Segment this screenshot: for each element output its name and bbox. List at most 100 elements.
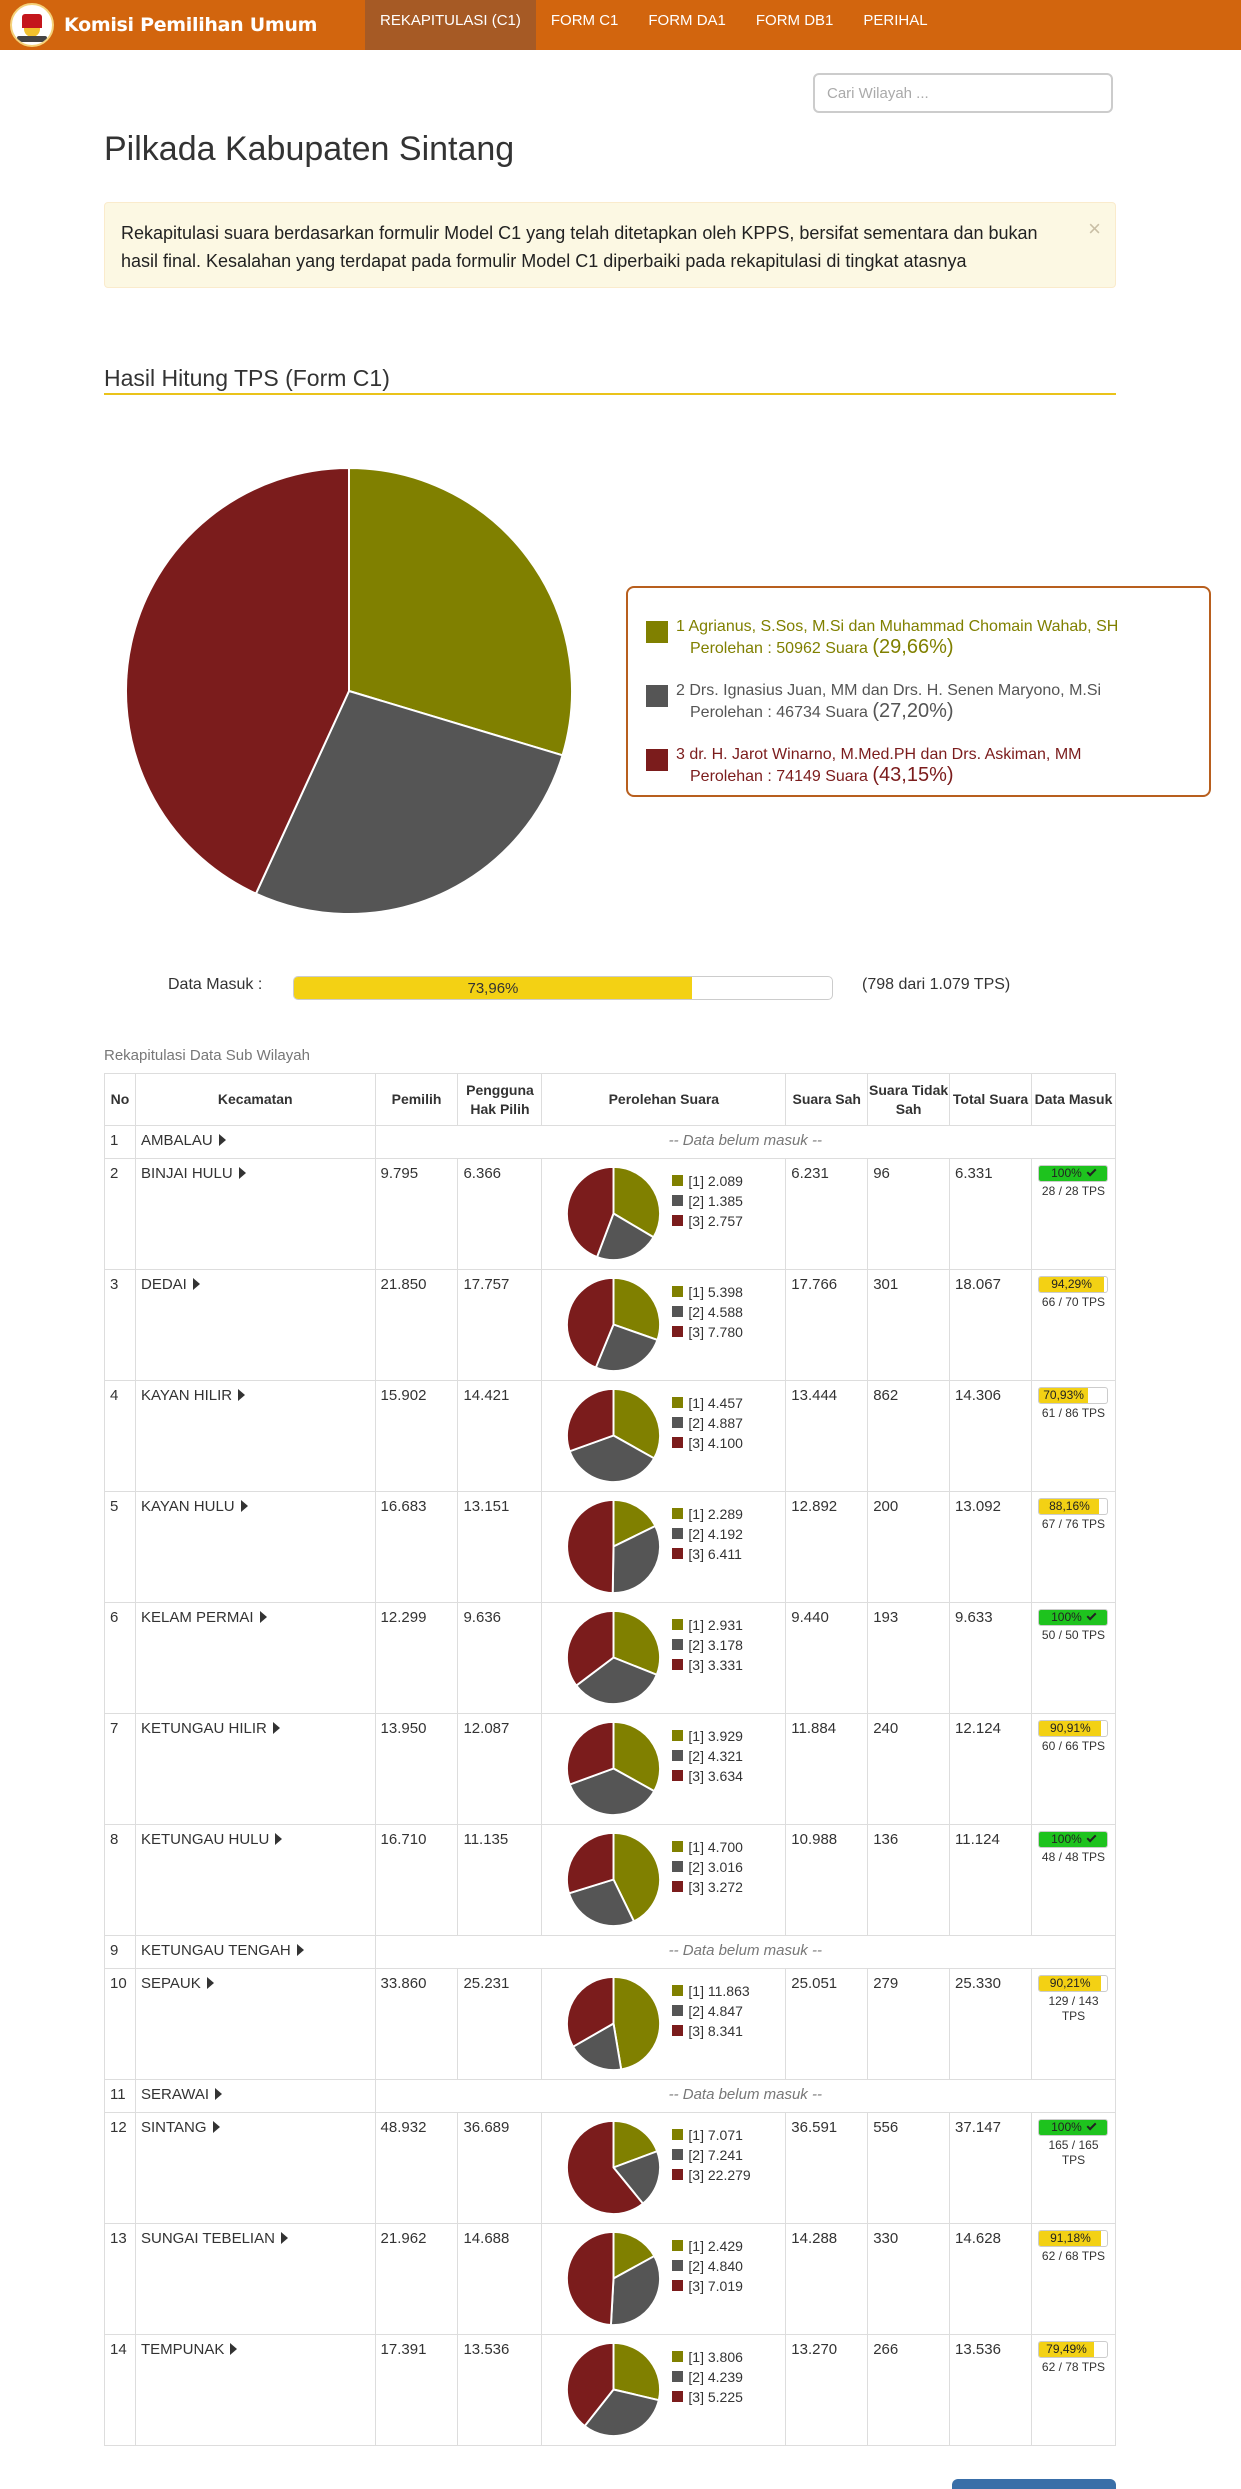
row-number: 14 — [104, 2334, 136, 2446]
table-row: 3 DEDAI 21.850 17.757 [1] 5.398 [2] 4.588 [3] … — [104, 1269, 1117, 1381]
kecamatan-link[interactable]: BINJAI HULU — [140, 1165, 233, 1182]
mini-legend-swatch — [672, 1306, 684, 1317]
mini-legend: [1] 2.429 [2] 4.840 [3] 7.019 — [672, 2236, 743, 2296]
mini-legend-item: [2] 4.239 — [672, 2367, 743, 2387]
kecamatan-link[interactable]: KAYAN HULU — [140, 1498, 235, 1515]
scroll-top-button[interactable] — [952, 2479, 1116, 2489]
perolehan-cell: [1] 3.806 [2] 4.239 [3] 5.225 — [541, 2334, 787, 2446]
kecamatan-link[interactable]: AMBALAU — [140, 1132, 213, 1149]
table-row: 2 BINJAI HULU 9.795 6.366 [1] 2.089 [2] 1.385… — [104, 1158, 1117, 1270]
kecamatan-cell[interactable]: KETUNGAU HULU — [134, 1824, 376, 1936]
row-number: 2 — [104, 1158, 136, 1270]
kecamatan-cell[interactable]: KELAM PERMAI — [134, 1602, 376, 1714]
kecamatan-cell[interactable]: TEMPUNAK — [134, 2334, 376, 2446]
kecamatan-link[interactable]: TEMPUNAK — [140, 2341, 225, 2358]
row-number: 10 — [104, 1968, 136, 2080]
mini-slice-3 — [566, 1609, 615, 1687]
kecamatan-cell[interactable]: KETUNGAU TENGAH — [134, 1935, 376, 1969]
mini-pie-chart — [566, 2341, 662, 2437]
column-header: Pemilih — [374, 1073, 459, 1126]
data-masuk-progress-fill: 73,96% — [294, 977, 692, 999]
kecamatan-link[interactable]: SINTANG — [140, 2119, 207, 2136]
mini-pie-chart — [566, 1609, 662, 1706]
mini-pie-chart — [566, 2119, 662, 2216]
kecamatan-link[interactable]: KETUNGAU TENGAH — [140, 1942, 291, 1959]
kecamatan-cell[interactable]: SERAWAI — [134, 2079, 376, 2113]
nav-item-form-c1[interactable]: FORM C1 — [550, 12, 619, 29]
kecamatan-cell[interactable]: SINTANG — [134, 2112, 376, 2224]
pemilih-cell: 9.795 — [374, 1158, 459, 1270]
nav-item-perihal[interactable]: PERIHAL — [863, 12, 928, 29]
kecamatan-cell[interactable]: BINJAI HULU — [134, 1158, 376, 1270]
candidate-percent: (29,66%) — [872, 636, 954, 658]
mini-legend-swatch — [672, 1730, 684, 1741]
suara-tidak-sah-cell: 240 — [867, 1713, 951, 1825]
mini-legend-swatch — [672, 1417, 684, 1428]
mini-legend-item: [3] 2.757 — [672, 1211, 743, 1231]
mini-legend-swatch — [672, 1619, 684, 1630]
suara-sah-cell: 11.884 — [785, 1713, 869, 1825]
mini-legend-item: [1] 3.929 — [672, 1726, 743, 1746]
mini-slice-2 — [568, 1767, 656, 1817]
mini-legend-value: [3] 7.780 — [688, 1323, 743, 1340]
kecamatan-link[interactable]: SERAWAI — [140, 2086, 210, 2103]
tps-count: 62 / 78 TPS — [1041, 2360, 1106, 2374]
kecamatan-cell[interactable]: SEPAUK — [134, 1968, 376, 2080]
close-icon[interactable]: × — [1088, 216, 1101, 241]
main-nav: REKAPITULASI (C1) FORM C1 FORM DA1 FORM DB1… — [365, 0, 943, 50]
mini-legend-swatch — [672, 1175, 684, 1186]
row-number: 8 — [104, 1824, 136, 1936]
kecamatan-cell[interactable]: AMBALAU — [134, 1125, 376, 1159]
mini-legend: [1] 4.700 [2] 3.016 [3] 3.272 — [672, 1837, 743, 1897]
tps-count: 50 / 50 TPS — [1041, 1628, 1106, 1642]
nav-item-form-da1[interactable]: FORM DA1 — [648, 12, 726, 29]
suara-tidak-sah-cell: 330 — [867, 2223, 951, 2335]
mini-slice-2 — [594, 1323, 660, 1372]
column-header: Pengguna Hak Pilih — [457, 1073, 543, 1126]
row-progress-fill: 90,21% — [1039, 1976, 1101, 1991]
mini-legend-swatch — [672, 1326, 684, 1337]
caret-right-icon — [218, 1134, 226, 1146]
mini-legend-swatch — [672, 1770, 684, 1781]
kecamatan-link[interactable]: SEPAUK — [140, 1975, 201, 1992]
mini-legend-value: [2] 4.887 — [688, 1414, 743, 1431]
mini-legend-swatch — [672, 1286, 684, 1297]
kecamatan-link[interactable]: KAYAN HILIR — [140, 1387, 233, 1404]
mini-legend-swatch — [672, 1841, 684, 1852]
nav-item-rekapitulasi-c1[interactable]: REKAPITULASI (C1) — [365, 0, 536, 50]
check-icon — [1086, 2120, 1097, 2131]
pemilih-cell: 21.962 — [374, 2223, 459, 2335]
brand[interactable]: Komisi Pemilihan Umum — [10, 3, 317, 47]
mini-legend-swatch — [672, 1397, 684, 1408]
tps-count: 60 / 66 TPS — [1041, 1739, 1106, 1753]
data-masuk-cell: 94,29% 66 / 70 TPS — [1030, 1269, 1117, 1381]
column-header: Suara Sah — [785, 1073, 869, 1126]
kecamatan-link[interactable]: KETUNGAU HILIR — [140, 1720, 267, 1737]
total-suara-cell: 11.124 — [949, 1824, 1032, 1936]
mini-slice-2 — [612, 1524, 662, 1595]
nav-item-form-db1[interactable]: FORM DB1 — [755, 12, 834, 29]
kecamatan-cell[interactable]: KETUNGAU HILIR — [134, 1713, 376, 1825]
row-progress-fill: 90,91% — [1039, 1721, 1102, 1736]
table-row: 7 KETUNGAU HILIR 13.950 12.087 [1] 3.929 [2] … — [104, 1713, 1117, 1825]
mini-legend-item: [3] 7.019 — [672, 2276, 743, 2296]
pemilih-cell: 16.683 — [374, 1491, 459, 1603]
search-input[interactable] — [813, 73, 1113, 113]
table-row: 1 AMBALAU -- Data belum masuk -- — [104, 1125, 1117, 1159]
kecamatan-link[interactable]: KETUNGAU HULU — [140, 1831, 270, 1848]
suara-tidak-sah-cell: 200 — [867, 1491, 951, 1603]
kecamatan-link[interactable]: KELAM PERMAI — [140, 1609, 254, 1626]
pemilih-cell: 13.950 — [374, 1713, 459, 1825]
mini-legend-value: [3] 3.272 — [688, 1878, 743, 1895]
kecamatan-cell[interactable]: DEDAI — [134, 1269, 376, 1381]
tps-count: 48 / 48 TPS — [1041, 1850, 1106, 1864]
kecamatan-cell[interactable]: SUNGAI TEBELIAN — [134, 2223, 376, 2335]
mini-slice-3 — [566, 1276, 615, 1369]
legend-votes-line: Perolehan : 46734 Suara (27,20%) — [676, 701, 1101, 723]
mini-legend-item: [3] 7.780 — [672, 1322, 743, 1342]
kecamatan-link[interactable]: SUNGAI TEBELIAN — [140, 2230, 275, 2247]
kecamatan-cell[interactable]: KAYAN HULU — [134, 1491, 376, 1603]
mini-legend-swatch — [672, 2169, 684, 2180]
kecamatan-link[interactable]: DEDAI — [140, 1276, 187, 1293]
kecamatan-cell[interactable]: KAYAN HILIR — [134, 1380, 376, 1492]
